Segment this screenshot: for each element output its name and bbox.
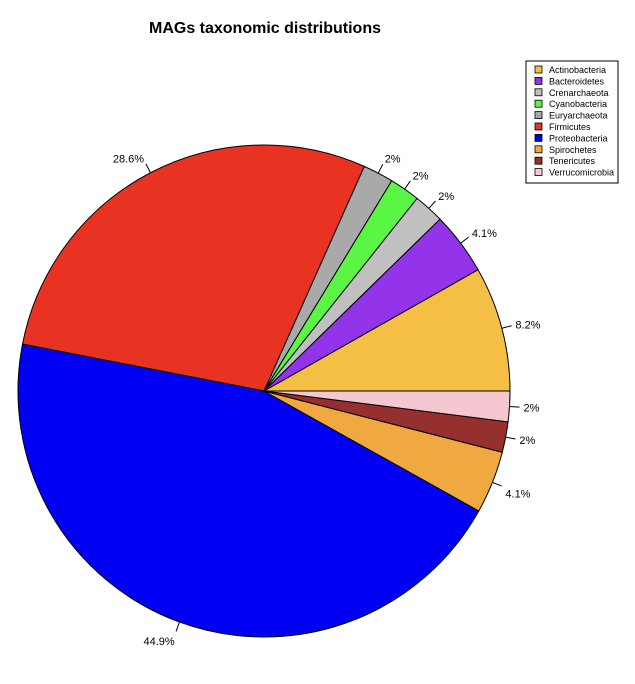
legend-swatch xyxy=(534,99,543,108)
legend-label: Cyanobacteria xyxy=(549,99,607,109)
pie-slice-actinobacteria xyxy=(262,268,511,392)
slice-tick xyxy=(501,325,512,329)
slice-tick xyxy=(505,436,516,440)
slice-percent-label: 8.2% xyxy=(515,320,540,332)
slice-percent-label: 2% xyxy=(385,154,401,166)
slice-percent-label: 2% xyxy=(438,191,454,203)
legend-label: Crenarchaeota xyxy=(549,88,609,98)
slice-tick xyxy=(509,405,520,408)
chart-title: MAGs taxonomic distributions xyxy=(149,20,381,37)
legend-swatch xyxy=(534,65,543,74)
slice-tick xyxy=(145,163,151,173)
slice-tick xyxy=(404,180,411,190)
slice-tick xyxy=(492,481,502,487)
slice-tick xyxy=(428,200,436,209)
legend-swatch xyxy=(534,133,543,142)
slice-percent-label: 4.1% xyxy=(472,228,497,240)
slice-percent-label: 2% xyxy=(523,402,539,414)
legend-label: Proteobacteria xyxy=(549,133,608,143)
legend-label: Firmicutes xyxy=(549,122,591,132)
slice-tick xyxy=(377,164,384,174)
legend-swatch xyxy=(534,145,543,154)
slice-tick xyxy=(460,236,469,244)
legend-swatch xyxy=(534,156,543,165)
legend-label: Euryarchaeota xyxy=(549,111,608,121)
pie-slices xyxy=(17,144,511,638)
slice-percent-label: 2% xyxy=(413,171,429,183)
slice-percent-label: 44.9% xyxy=(143,636,174,648)
legend-swatch xyxy=(534,111,543,119)
legend-label: Spirochetes xyxy=(549,145,597,155)
legend-label: Tenericutes xyxy=(549,156,596,166)
legend-label: Verrucomicrobia xyxy=(549,168,614,178)
slice-percent-label: 28.6% xyxy=(113,153,144,165)
legend-swatch xyxy=(534,77,543,85)
legend-swatch xyxy=(534,168,543,177)
slice-percent-label: 2% xyxy=(519,435,535,447)
legend-label: Bacteroidetes xyxy=(549,76,605,86)
legend-swatch xyxy=(534,122,543,131)
slice-labels: 8.2% 4.1% 2% 2% 2% 28.6% 44.9% 4.1% 2% 2% xyxy=(113,153,541,648)
pie-slice-proteobacteria xyxy=(17,343,480,638)
legend-label: Actinobacteria xyxy=(549,65,606,75)
legend-swatch xyxy=(534,88,543,97)
slice-percent-label: 4.1% xyxy=(505,489,530,501)
slice-tick xyxy=(175,621,180,632)
